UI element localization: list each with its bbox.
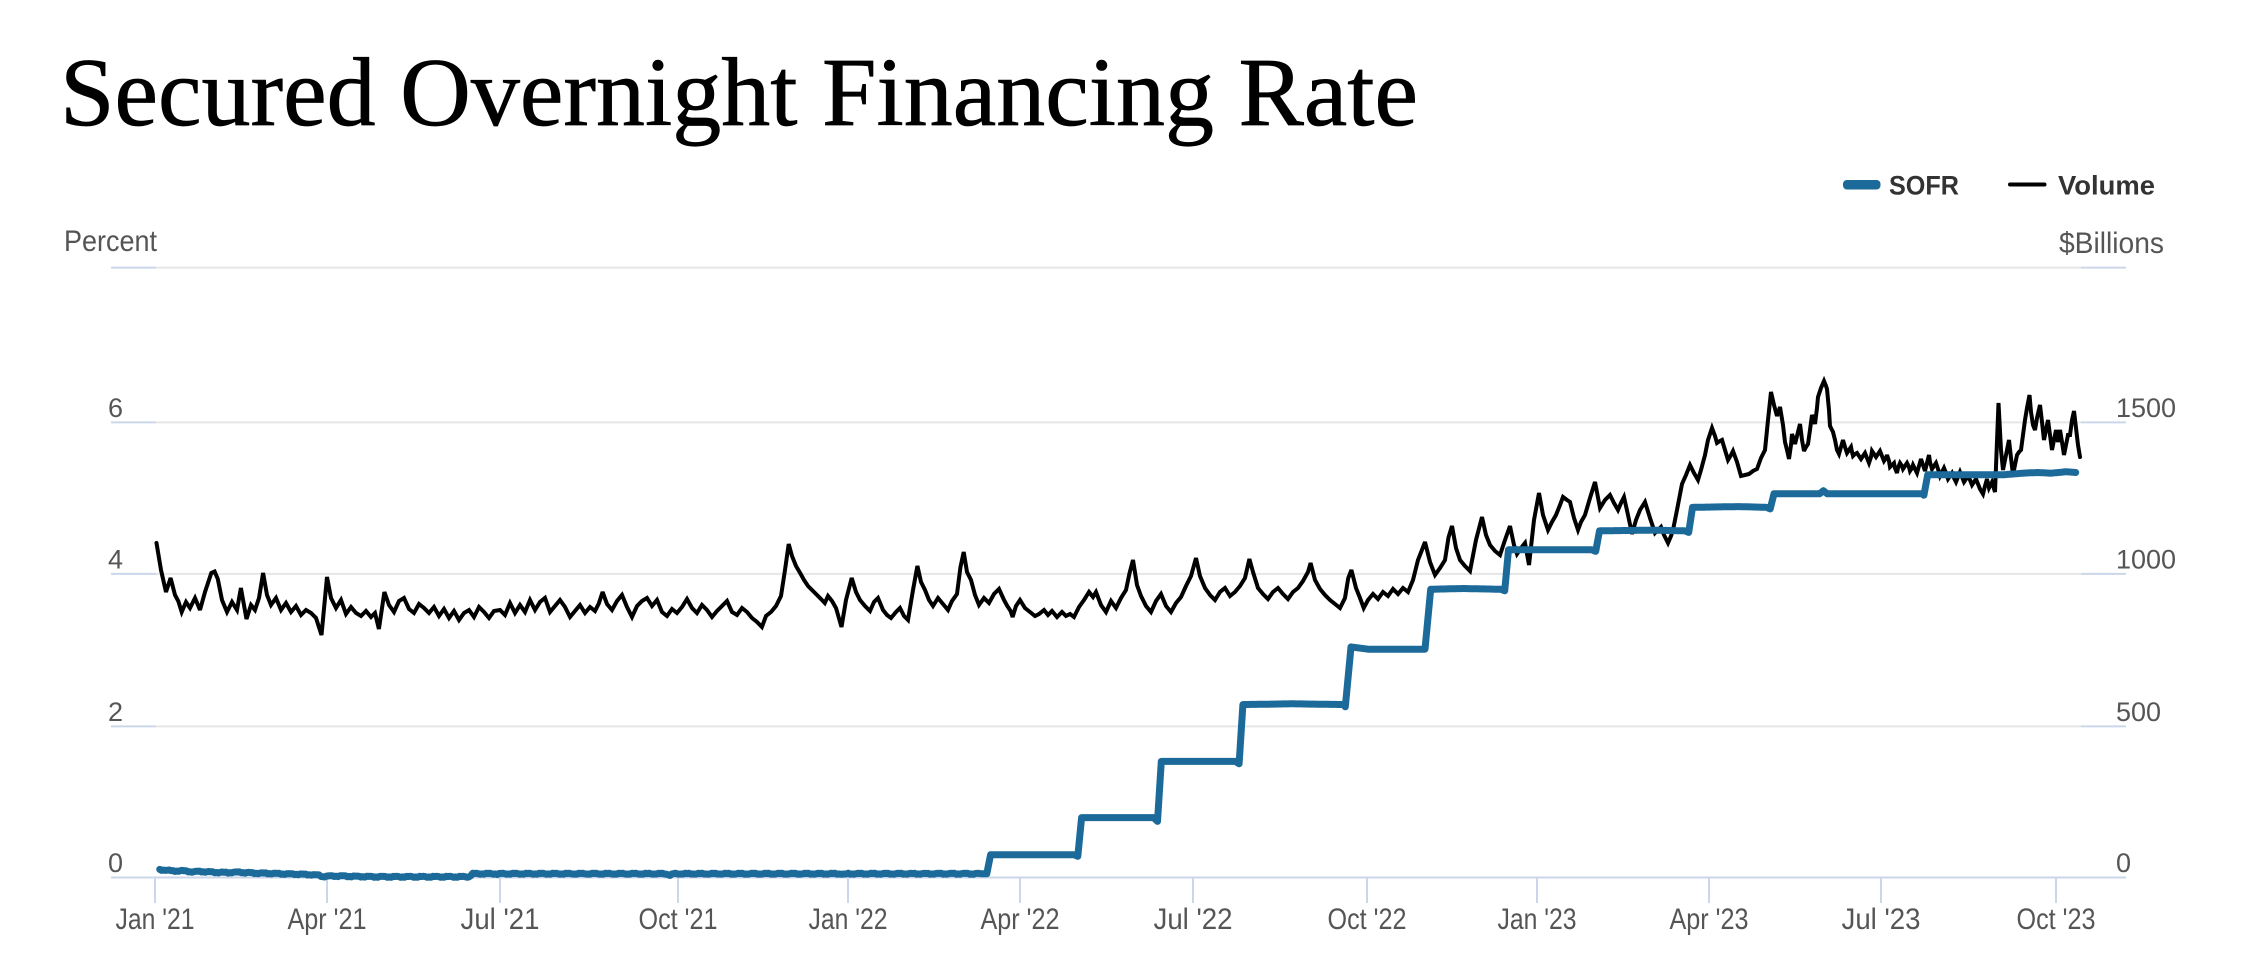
svg-text:6: 6 [108,393,123,423]
svg-text:$Billions: $Billions [2059,227,2164,260]
svg-text:Apr '22: Apr '22 [981,903,1060,936]
svg-text:1500: 1500 [2116,393,2176,423]
svg-text:4: 4 [108,544,123,574]
svg-text:SOFR: SOFR [1889,171,1959,201]
svg-text:Apr '23: Apr '23 [1670,903,1749,936]
svg-text:Jul '23: Jul '23 [1842,903,1921,936]
svg-text:Volume: Volume [2058,171,2155,201]
svg-text:500: 500 [2116,697,2161,727]
svg-text:Oct '22: Oct '22 [1328,903,1407,936]
svg-text:Apr '21: Apr '21 [288,903,367,936]
svg-text:Oct '23: Oct '23 [2017,903,2096,936]
svg-text:Oct '21: Oct '21 [639,903,718,936]
svg-text:0: 0 [108,848,123,878]
svg-text:2: 2 [108,697,123,727]
svg-text:Jan '23: Jan '23 [1498,903,1577,936]
svg-text:Jul '21: Jul '21 [461,903,540,936]
svg-text:Jan '21: Jan '21 [116,903,195,936]
svg-text:Percent: Percent [64,225,158,258]
svg-text:1000: 1000 [2116,544,2176,574]
svg-text:Jan '22: Jan '22 [809,903,888,936]
svg-text:0: 0 [2116,848,2131,878]
svg-text:Jul '22: Jul '22 [1154,903,1233,936]
